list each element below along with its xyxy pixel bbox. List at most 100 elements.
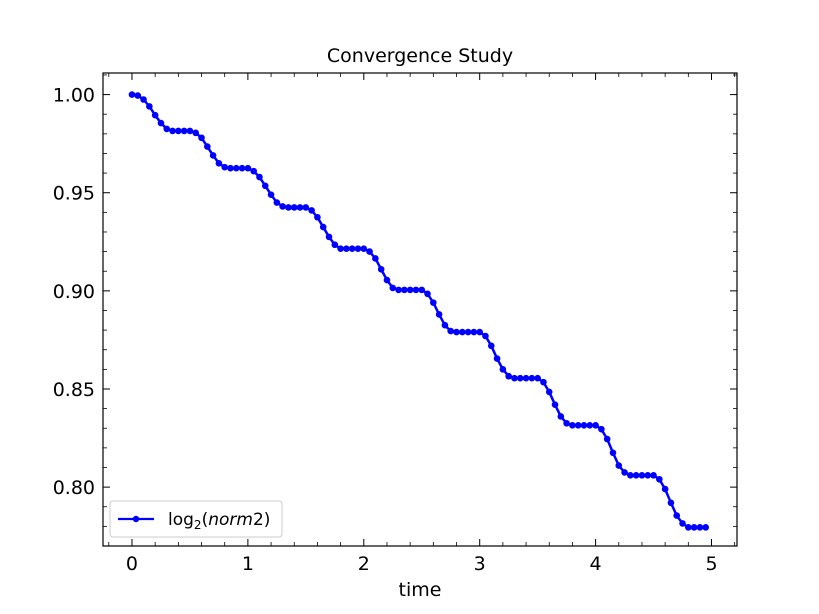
- data-point: [337, 245, 344, 252]
- data-point: [540, 378, 547, 386]
- data-point: [314, 213, 321, 221]
- data-point: [232, 164, 240, 172]
- data-point: [128, 91, 136, 98]
- x-tick-label: 1: [242, 553, 254, 575]
- x-axis: 0 1 2 3 4 5: [126, 73, 718, 575]
- data-point: [169, 127, 176, 135]
- data-point: [603, 435, 611, 443]
- data-point: [661, 485, 669, 493]
- data-point: [621, 469, 628, 476]
- data-point: [673, 512, 681, 519]
- data-point: [638, 472, 646, 479]
- minor-ticks: [103, 73, 737, 546]
- data-point: [441, 321, 449, 329]
- data-point: [319, 223, 327, 231]
- data-point: [696, 524, 704, 531]
- data-point: [534, 374, 541, 382]
- data-point: [435, 311, 443, 318]
- data-point: [215, 159, 223, 167]
- data-point: [459, 328, 466, 336]
- data-point: [250, 167, 257, 175]
- data-point: [487, 342, 495, 350]
- data-point: [412, 286, 420, 294]
- data-point: [557, 413, 565, 420]
- x-tick-label: 5: [705, 553, 717, 575]
- y-tick-label: 0.85: [53, 379, 95, 401]
- data-point: [569, 421, 576, 429]
- x-tick-label: 2: [358, 553, 370, 575]
- data-point: [279, 203, 286, 210]
- data-point: [574, 421, 582, 429]
- chart-title: Convergence Study: [327, 45, 513, 67]
- data-point: [383, 276, 391, 284]
- data-point: [592, 421, 599, 429]
- data-point: [516, 374, 524, 382]
- data-point: [690, 524, 698, 531]
- data-point: [366, 248, 373, 255]
- data-point: [302, 204, 310, 211]
- data-point: [273, 199, 281, 206]
- data-point: [511, 374, 518, 382]
- data-point: [424, 290, 431, 298]
- data-point: [430, 299, 437, 306]
- data-point: [406, 286, 414, 294]
- data-point: [354, 245, 362, 252]
- data-point: [418, 286, 426, 294]
- data-point: [447, 327, 455, 335]
- data-point: [267, 191, 275, 198]
- data-point: [493, 355, 501, 362]
- data-point: [140, 96, 147, 103]
- data-point: [192, 129, 200, 137]
- data-point: [522, 374, 530, 382]
- legend-label-close: 2): [253, 510, 270, 530]
- data-point: [134, 92, 142, 99]
- legend: log2(norm2): [109, 500, 283, 538]
- data-point: [632, 472, 640, 479]
- legend-label-base: log: [168, 510, 194, 530]
- data-point: [221, 163, 229, 171]
- data-point: [615, 462, 623, 469]
- data-point: [499, 366, 507, 373]
- data-point: [528, 374, 536, 382]
- data-point: [308, 207, 315, 214]
- data-point: [470, 328, 478, 336]
- data-point: [204, 143, 211, 150]
- x-axis-title: time: [399, 579, 442, 601]
- data-point: [627, 472, 634, 479]
- data-point: [545, 388, 553, 396]
- data-point: [238, 164, 246, 172]
- data-point: [505, 372, 512, 380]
- data-point: [244, 164, 252, 172]
- y-axis: 0.80 0.85 0.90 0.95 1.00: [53, 85, 737, 499]
- data-point: [482, 332, 489, 340]
- data-point: [175, 127, 182, 135]
- data-point: [377, 265, 385, 273]
- data-point: [261, 182, 269, 190]
- data-point: [580, 421, 588, 429]
- data-point: [198, 134, 205, 142]
- legend-box: [109, 500, 283, 538]
- data-point: [256, 173, 263, 181]
- x-tick-label: 3: [474, 553, 486, 575]
- data-point: [372, 255, 379, 262]
- data-point: [650, 472, 657, 479]
- data-point: [343, 245, 350, 252]
- data-point: [180, 127, 188, 135]
- data-point: [285, 204, 292, 211]
- data-point: [348, 245, 356, 252]
- data-point: [389, 284, 397, 292]
- x-tick-label: 4: [590, 553, 602, 575]
- x-tick-label: 0: [126, 553, 138, 575]
- legend-label-italic: norm: [208, 510, 253, 530]
- data-point: [685, 524, 692, 531]
- data-point: [551, 401, 559, 408]
- legend-label-subscript: 2: [194, 518, 202, 532]
- data-point: [598, 425, 605, 433]
- data-point: [586, 421, 594, 429]
- data-point: [146, 103, 153, 110]
- data-point: [331, 241, 339, 249]
- data-point: [667, 499, 675, 507]
- data-point: [186, 127, 194, 135]
- data-point: [360, 245, 368, 252]
